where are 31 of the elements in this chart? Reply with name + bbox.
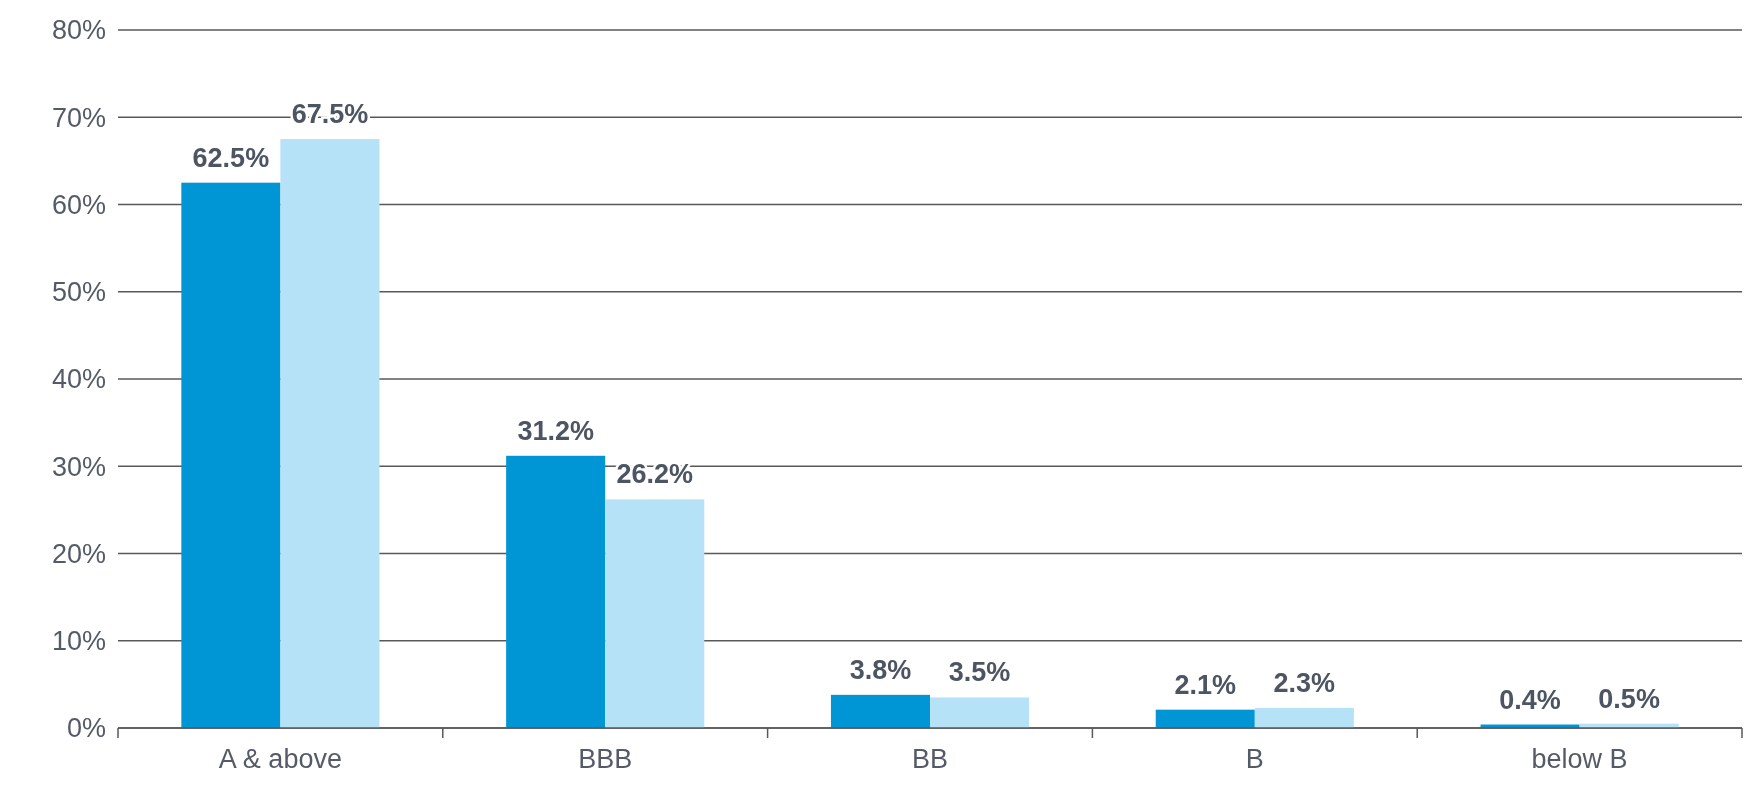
x-tick-label: B [1245, 744, 1264, 774]
y-tick-label: 50% [51, 277, 106, 308]
y-tick-label: 30% [51, 451, 106, 482]
data-label: 2.3% [1273, 667, 1336, 698]
x-tick-label: BBB [578, 744, 633, 774]
bar [506, 455, 606, 728]
data-label: 3.8% [849, 654, 912, 685]
bar [181, 182, 281, 728]
x-tick-label: below B [1531, 744, 1628, 774]
bar [930, 697, 1030, 728]
y-tick-label: 60% [51, 189, 106, 220]
data-label: 3.5% [948, 657, 1011, 688]
data-label: 26.2% [616, 459, 694, 490]
bar [280, 139, 380, 728]
x-tick-label: A & above [218, 744, 342, 774]
data-label: 0.5% [1598, 683, 1660, 714]
bar [830, 694, 930, 728]
y-tick-label: 40% [51, 364, 106, 395]
data-label: 2.1% [1174, 669, 1237, 700]
y-tick-label: 80% [51, 15, 106, 46]
data-label: 0.4% [1499, 684, 1561, 715]
data-label: 62.5% [192, 142, 270, 173]
y-tick-label: 10% [51, 626, 106, 657]
data-label: 31.2% [517, 415, 594, 446]
bar [1155, 709, 1255, 728]
y-tick-label: 0% [66, 713, 106, 744]
bar [605, 499, 705, 728]
x-tick-label: BB [911, 744, 949, 774]
bar [1254, 707, 1354, 728]
y-tick-label: 20% [51, 538, 106, 569]
y-tick-label: 70% [51, 102, 106, 133]
